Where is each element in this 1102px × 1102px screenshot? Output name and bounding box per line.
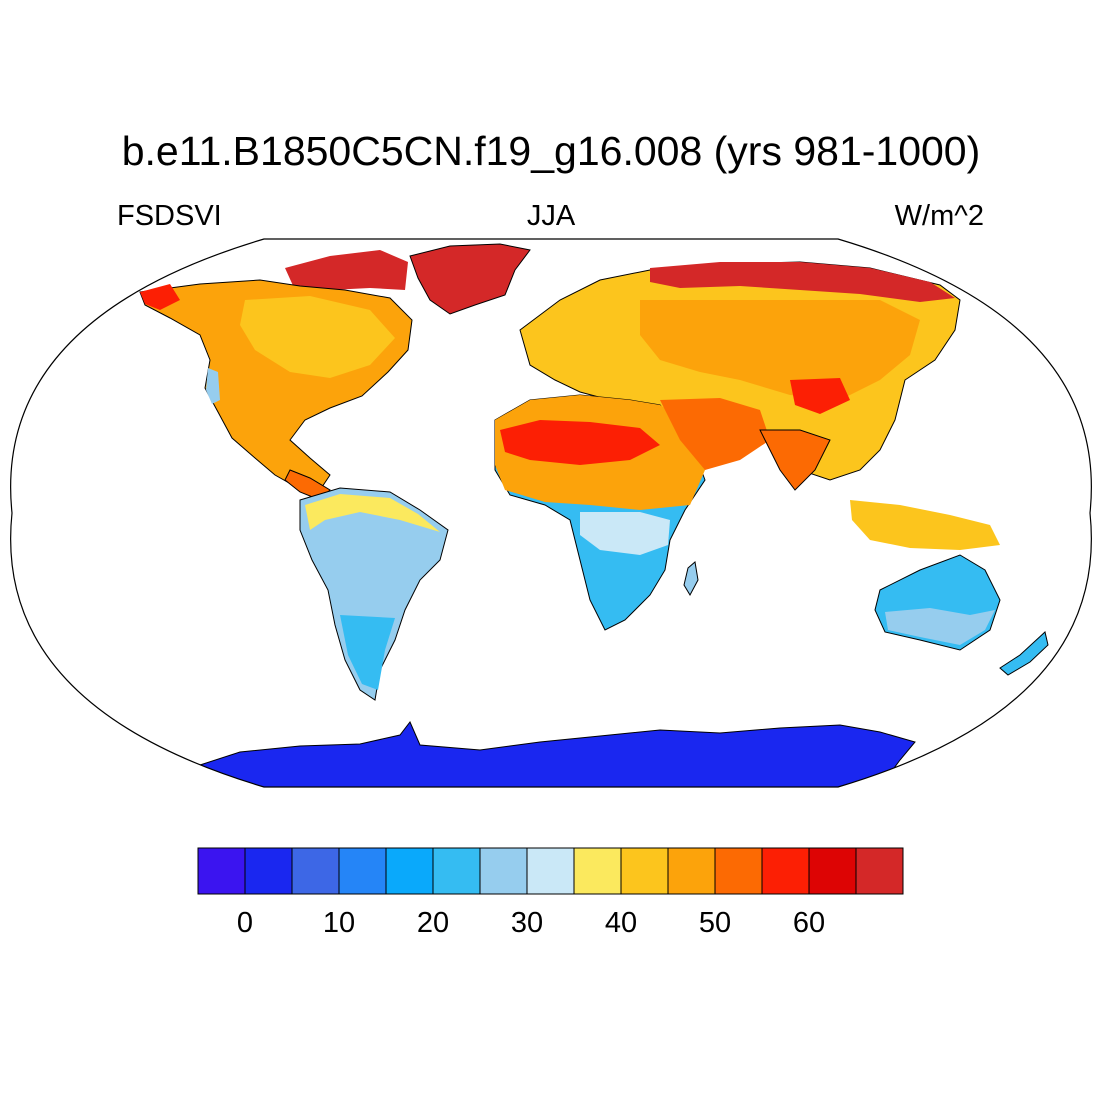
colorbar-tick-label: 50 bbox=[699, 907, 731, 939]
variable-label: FSDSVI bbox=[117, 200, 222, 232]
colorbar-box bbox=[244, 847, 293, 895]
colorbar-box bbox=[667, 847, 716, 895]
colorbar-tick-label: 20 bbox=[417, 907, 449, 939]
plot-title: b.e11.B1850C5CN.f19_g16.008 (yrs 981-100… bbox=[121, 128, 981, 174]
colorbar-tick-label: 10 bbox=[323, 907, 355, 939]
colorbar-box bbox=[197, 847, 246, 895]
season-label: JJA bbox=[526, 200, 576, 232]
colorbar-box bbox=[479, 847, 528, 895]
west-coast-region bbox=[206, 368, 220, 404]
map-fill bbox=[139, 243, 1049, 787]
alaska-region bbox=[140, 284, 180, 310]
colorbar-box bbox=[291, 847, 340, 895]
sahara-region bbox=[500, 420, 660, 465]
colorbar-tick-label: 60 bbox=[793, 907, 825, 939]
colorbar-box bbox=[573, 847, 622, 895]
patagonia-region bbox=[340, 615, 395, 690]
maritime-asia-region bbox=[850, 500, 1000, 550]
colorbar-tick-label: 40 bbox=[605, 907, 637, 939]
colorbar-box bbox=[855, 847, 904, 895]
middle-east-region bbox=[660, 398, 770, 470]
arctic-islands-region bbox=[285, 250, 408, 290]
madagascar-region bbox=[683, 561, 699, 597]
units-label: W/m^2 bbox=[894, 200, 984, 232]
north-america-interior-region bbox=[240, 296, 395, 378]
australia-south-region bbox=[885, 608, 995, 645]
map-outline bbox=[10, 238, 1092, 788]
colorbar-box bbox=[385, 847, 434, 895]
colorbar-box bbox=[432, 847, 481, 895]
gobi-region bbox=[790, 378, 850, 414]
new-zealand-region bbox=[999, 631, 1049, 676]
colorbar-box bbox=[808, 847, 857, 895]
amazon-north-region bbox=[305, 494, 440, 532]
arctic-coast-region bbox=[650, 262, 955, 302]
south-america-region bbox=[299, 487, 449, 701]
siberia-region bbox=[640, 300, 920, 400]
india-region bbox=[759, 429, 831, 491]
colorbar-box bbox=[714, 847, 763, 895]
greenland-region bbox=[409, 243, 531, 315]
colorbar-tick-label: 30 bbox=[511, 907, 543, 939]
antarctica-region bbox=[198, 721, 916, 787]
colorbar-tick-label: 0 bbox=[237, 907, 253, 939]
colorbar-box bbox=[526, 847, 575, 895]
equatorial-africa-region bbox=[580, 512, 670, 555]
colorbar-box bbox=[620, 847, 669, 895]
colorbar-box bbox=[761, 847, 810, 895]
colorbar-box bbox=[338, 847, 387, 895]
